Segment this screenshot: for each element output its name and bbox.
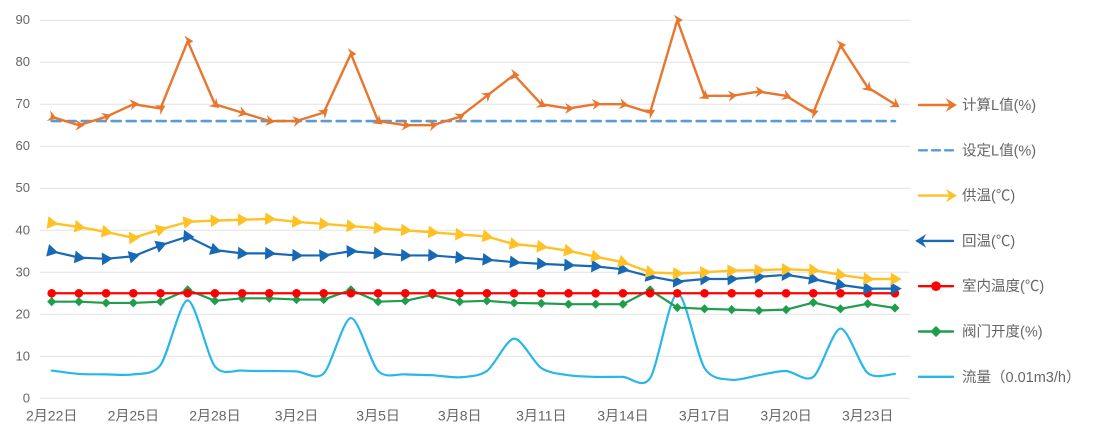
svg-text:0: 0	[23, 390, 30, 405]
svg-text:2月25日: 2月25日	[108, 407, 159, 423]
svg-text:室内温度(℃): 室内温度(℃)	[962, 278, 1044, 295]
svg-text:2月22日: 2月22日	[26, 407, 77, 423]
svg-text:2月28日: 2月28日	[189, 407, 240, 423]
svg-text:3月8日: 3月8日	[438, 407, 482, 423]
svg-text:3月17日: 3月17日	[679, 407, 730, 423]
svg-text:供温(℃): 供温(℃)	[962, 188, 1015, 205]
svg-text:30: 30	[16, 264, 30, 279]
svg-text:3月23日: 3月23日	[842, 407, 893, 423]
svg-text:60: 60	[16, 138, 30, 153]
svg-text:50: 50	[16, 180, 30, 195]
svg-text:3月5日: 3月5日	[356, 407, 400, 423]
svg-text:20: 20	[16, 306, 30, 321]
svg-text:3月2日: 3月2日	[275, 407, 319, 423]
svg-text:设定L值(%): 设定L值(%)	[962, 142, 1036, 159]
svg-text:90: 90	[16, 12, 30, 27]
svg-text:40: 40	[16, 222, 30, 237]
svg-text:70: 70	[16, 96, 30, 111]
svg-text:计算L值(%): 计算L值(%)	[962, 97, 1036, 114]
svg-text:80: 80	[16, 54, 30, 69]
svg-text:3月11日: 3月11日	[516, 407, 566, 423]
svg-text:流量（0.01m3/h）: 流量（0.01m3/h）	[962, 369, 1080, 386]
svg-text:10: 10	[16, 348, 30, 363]
svg-text:3月20日: 3月20日	[760, 407, 811, 423]
svg-text:阀门开度(%): 阀门开度(%)	[962, 324, 1043, 341]
svg-text:3月14日: 3月14日	[597, 407, 648, 423]
svg-text:回温(℃): 回温(℃)	[962, 233, 1015, 250]
